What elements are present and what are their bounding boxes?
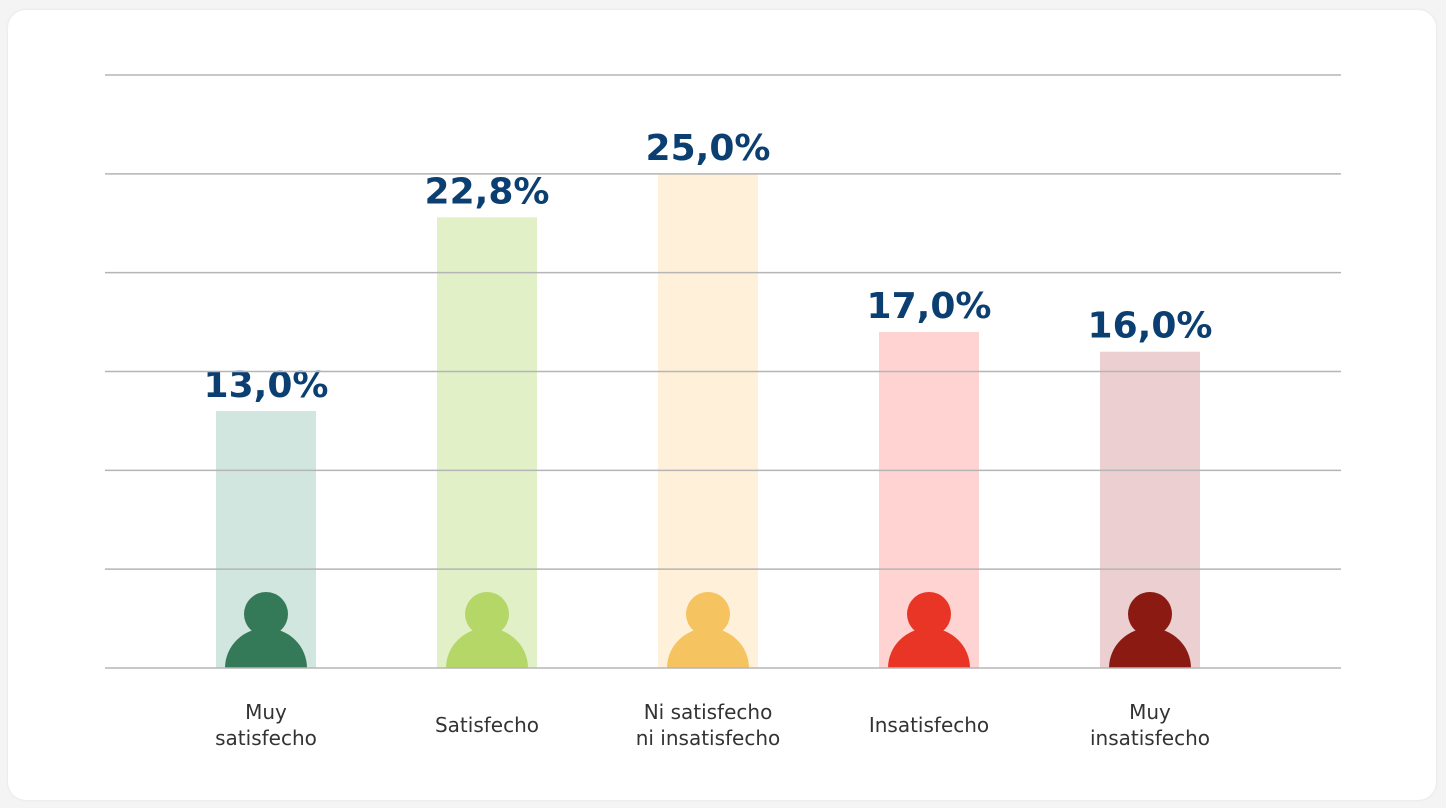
person-head: [686, 592, 730, 636]
person-body: [446, 628, 528, 668]
x-tick-label: Ni satisfecho ni insatisfecho: [635, 700, 781, 750]
person-body: [888, 628, 970, 668]
person-body: [1109, 628, 1191, 668]
person-head: [907, 592, 951, 636]
value-label: 25,0%: [646, 128, 771, 169]
value-label: 16,0%: [1088, 306, 1213, 347]
person-body: [225, 628, 307, 668]
x-tick-label: Muy satisfecho: [215, 700, 317, 750]
value-label: 22,8%: [425, 171, 550, 212]
value-label: 17,0%: [867, 286, 992, 327]
person-head: [244, 592, 288, 636]
person-body: [667, 628, 749, 668]
person-head: [465, 592, 509, 636]
person-head: [1128, 592, 1172, 636]
x-tick-label: Insatisfecho: [868, 713, 990, 737]
x-tick-label: Satisfecho: [434, 713, 540, 737]
x-tick-label: Muy insatisfecho: [1090, 700, 1210, 750]
bar: [658, 173, 758, 669]
